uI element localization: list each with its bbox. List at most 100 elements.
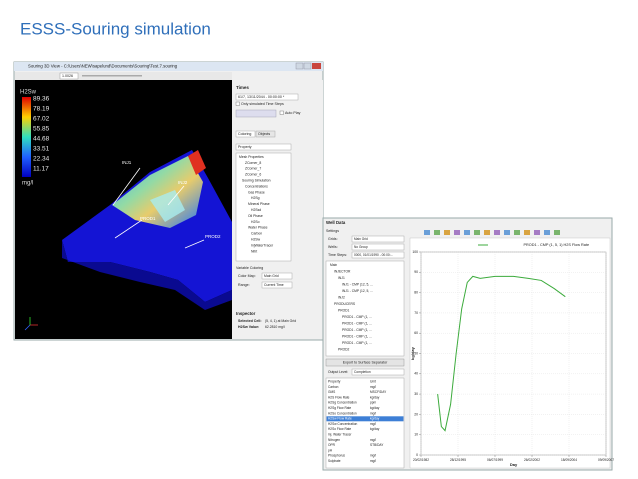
property-value: Property [238, 145, 252, 149]
table-cell: H2Sw Flow Rate [328, 417, 352, 421]
toolbar-icon[interactable] [504, 230, 510, 235]
tree-item: PROD1 - CMP (1, ... [342, 315, 372, 319]
wells-combo[interactable] [351, 243, 405, 251]
well-tree [325, 260, 405, 357]
toolbar-icon[interactable] [424, 230, 430, 235]
grids-combo[interactable] [351, 235, 405, 243]
tree-item: Water Phase [248, 226, 268, 230]
table-cell: MSCF/DAY [370, 390, 387, 394]
tree-item: Souring Simulation [242, 178, 271, 182]
close-button[interactable] [312, 63, 321, 69]
property-combo[interactable] [235, 143, 292, 151]
tree-item: Mineral Phase [248, 202, 270, 206]
toolbar-icon[interactable] [534, 230, 540, 235]
output-level-combo[interactable] [351, 368, 405, 376]
toolbar-icon[interactable] [524, 230, 530, 235]
toolbar-icon[interactable] [544, 230, 550, 235]
window-title: Souring 3D View - C:\Users\NEW\sapelund\… [28, 64, 178, 69]
table-cell: H2Sg Flow Rate [328, 406, 351, 410]
zoom-box[interactable] [59, 72, 79, 80]
maximize-button[interactable] [303, 62, 312, 70]
well-label: PROD2 [205, 234, 221, 239]
tree-item: INJ1 [338, 276, 345, 280]
legend-label: 44.68 [33, 136, 50, 143]
toolbar-icon[interactable] [434, 230, 440, 235]
table-cell: mg/l [370, 422, 376, 426]
tree-item: INJ1 - CMP (12, 5, ... [342, 282, 373, 286]
field-value: No Group [354, 245, 368, 249]
field-label: Output Level: [328, 370, 348, 374]
tree-item: ZCorner_7 [245, 167, 261, 171]
table-cell: Carbon [328, 385, 339, 389]
toolbar-icon[interactable] [484, 230, 490, 235]
field-label: Wells: [328, 245, 338, 249]
range-combo[interactable] [261, 281, 293, 289]
checkbox[interactable] [235, 101, 240, 106]
table-cell: pH [328, 448, 333, 452]
tree-item: H2Sg [251, 196, 260, 200]
toolbar-icon[interactable] [464, 230, 470, 235]
table-cell: Inj. Water Tracer [328, 433, 352, 437]
tab[interactable] [235, 130, 256, 138]
well-label: INJ1 [122, 160, 132, 165]
column-header: Unit [370, 379, 376, 383]
tree-item: ZCorner_8 [245, 161, 261, 165]
selected-row [326, 416, 404, 422]
toolbar-icon[interactable] [444, 230, 450, 235]
table-cell: ppm [370, 401, 377, 405]
field-value: Main Grid [264, 274, 279, 278]
legend-label: 78.19 [33, 106, 50, 113]
tree-item: PRODUCERS [334, 302, 356, 306]
legend-label: 89.36 [33, 96, 50, 103]
table-cell: mg/l [370, 454, 376, 458]
legend-label: 67.02 [33, 116, 50, 123]
table-cell: Nitrogen [328, 438, 340, 442]
chart-toolbar [424, 230, 560, 235]
x-tick-label: 20/02/1982 [413, 458, 429, 462]
minimize-button[interactable] [295, 62, 304, 70]
section-label: Times [236, 85, 249, 90]
table-cell: H2Sg Concentration [328, 401, 357, 405]
table-cell: H2So Concentration [328, 411, 357, 415]
field-value: Completion [354, 370, 371, 374]
tree-item: INJ2 [338, 295, 345, 299]
field-label: Time Steps: [328, 253, 347, 257]
slider[interactable] [82, 75, 142, 77]
toolbar-icon[interactable] [494, 230, 500, 235]
well [167, 185, 185, 206]
toolbar-icon[interactable] [554, 230, 560, 235]
field-label: H2Sw Value: [238, 325, 259, 329]
x-tick-label: 26/02/2002 [524, 458, 540, 462]
color-map-combo[interactable] [261, 272, 293, 280]
legend-label: 11.17 [33, 166, 49, 173]
tab-label: Coloring [238, 132, 251, 136]
checkbox[interactable] [279, 110, 284, 115]
playback-controls[interactable] [235, 109, 277, 118]
legend-label: 33.51 [33, 146, 50, 153]
time-steps-combo[interactable] [351, 251, 405, 259]
tree-item: H2Sw [251, 237, 261, 241]
toolbar-icon[interactable] [474, 230, 480, 235]
table-cell: H2Sw Concentration [328, 422, 357, 426]
tab-label: Objects [258, 132, 270, 136]
well-label: PROD1 [140, 216, 156, 221]
tree-item: PROD1 [338, 308, 350, 312]
export-button[interactable] [325, 358, 405, 367]
tree-item: Carbon [251, 232, 262, 236]
x-tick-label: 09/09/2007 [598, 458, 614, 462]
y-tick-label: 100 [412, 250, 418, 254]
table-cell: H2So Flow Rate [328, 427, 351, 431]
y-tick-label: 30 [414, 392, 418, 396]
toolbar-icon[interactable] [514, 230, 520, 235]
time-combo[interactable] [235, 93, 299, 101]
legend-unit: mg/l [22, 181, 33, 187]
toolbar-icon[interactable] [454, 230, 460, 235]
tree-item: PROD2 [338, 347, 350, 351]
tab[interactable] [255, 130, 276, 138]
tree-item: ZCorner_6 [245, 173, 261, 177]
well [184, 239, 205, 249]
table-cell: mg/l [370, 411, 376, 415]
tree-item: INJ1 - CMP (12, 5, ... [342, 289, 373, 293]
